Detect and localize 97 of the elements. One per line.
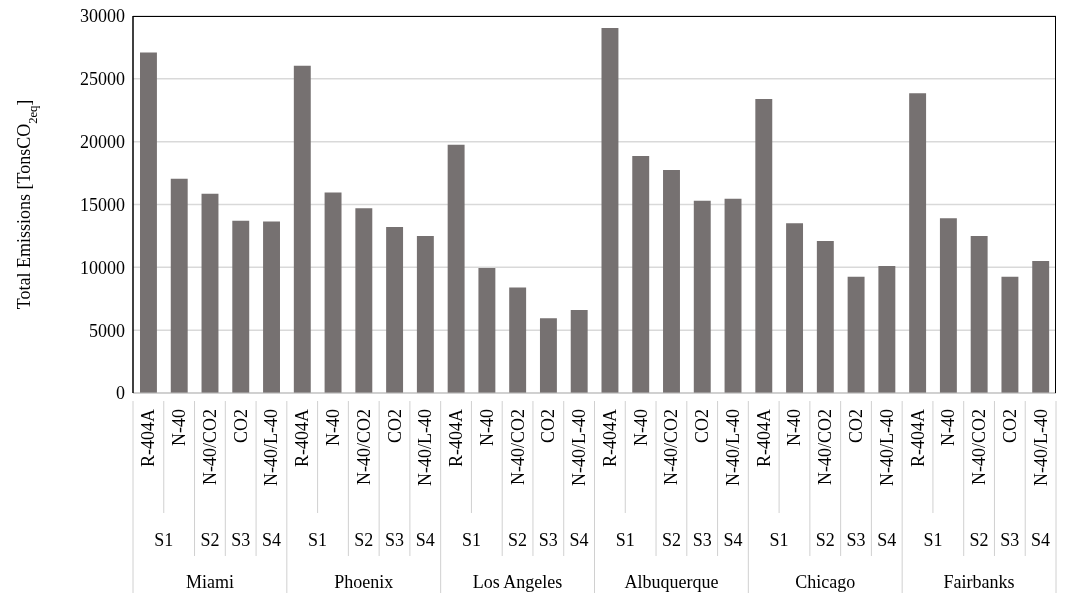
bar	[663, 169, 680, 393]
x-tick-label: R-404A	[292, 409, 313, 467]
x-tick-label: N-40/L-40	[722, 409, 743, 486]
bar	[478, 267, 496, 393]
text: Miami	[185, 572, 234, 592]
bar	[140, 52, 157, 393]
bar	[878, 266, 896, 393]
y-tick-label: 5000	[89, 320, 125, 341]
bar	[447, 144, 465, 393]
text: Fairbanks	[943, 572, 1015, 592]
text: S1	[615, 530, 635, 550]
text: S2	[508, 530, 528, 550]
text: S4	[723, 530, 743, 550]
bar	[570, 310, 588, 393]
text: Chicago	[795, 572, 856, 592]
text: S2	[815, 530, 835, 550]
bar	[755, 98, 773, 393]
x-tick-label: CO2	[538, 409, 559, 444]
text: S2	[200, 530, 220, 550]
y-tick-label: 25000	[80, 69, 125, 90]
x-tick-label: R-404A	[446, 409, 467, 467]
bar	[170, 178, 188, 393]
x-tick-label: N-40	[169, 409, 190, 446]
text: S4	[569, 530, 589, 550]
y-tick-label: 10000	[80, 257, 125, 278]
bar	[232, 220, 250, 393]
bar	[386, 227, 404, 393]
x-tick-label: R-404A	[138, 409, 159, 467]
x-tick-label: N-40/L-40	[569, 409, 590, 486]
y-tick-label: 0	[116, 383, 125, 404]
x-tick-label: CO2	[230, 409, 251, 444]
text: Phoenix	[334, 572, 394, 592]
y-tick-label: 30000	[80, 6, 125, 27]
bar	[509, 287, 527, 393]
text: S3	[692, 530, 712, 550]
x-tick-label: N-40/L-40	[261, 409, 282, 486]
x-tick-label: N-40/CO2	[815, 409, 836, 485]
text: S3	[385, 530, 405, 550]
bar	[539, 318, 557, 393]
x-tick-label: N-40/CO2	[507, 409, 528, 485]
bar	[724, 198, 742, 393]
text: S1	[923, 530, 943, 550]
bar	[416, 235, 434, 393]
x-tick-label: N-40	[630, 409, 651, 446]
bar	[939, 218, 957, 393]
text: S4	[877, 530, 897, 550]
x-tick-label: R-404A	[753, 409, 774, 467]
x-tick-label: N-40/CO2	[969, 409, 990, 485]
text: S4	[415, 530, 435, 550]
x-tick-label: N-40	[322, 409, 343, 446]
bar	[201, 193, 219, 393]
text: S4	[261, 530, 281, 550]
text: S3	[538, 530, 558, 550]
bar	[293, 65, 311, 393]
y-tick-label: 15000	[80, 194, 125, 215]
x-tick-label: N-40/L-40	[415, 409, 436, 486]
bar	[601, 27, 619, 393]
x-tick-label: CO2	[999, 409, 1020, 444]
text: S2	[354, 530, 374, 550]
x-tick-label: CO2	[692, 409, 713, 444]
text: S3	[231, 530, 251, 550]
text: S2	[661, 530, 681, 550]
x-tick-label: N-40/CO2	[353, 409, 374, 485]
text: S4	[1031, 530, 1051, 550]
text: S1	[769, 530, 789, 550]
x-tick-label: N-40/CO2	[661, 409, 682, 485]
text: Albuquerque	[624, 572, 719, 592]
x-tick-label: CO2	[384, 409, 405, 444]
x-tick-label: R-404A	[907, 409, 928, 467]
text: S1	[461, 530, 481, 550]
text: S3	[1000, 530, 1020, 550]
bar	[324, 192, 342, 393]
text: S1	[308, 530, 328, 550]
x-tick-label: N-40	[938, 409, 959, 446]
bar	[632, 156, 650, 393]
bar	[263, 221, 280, 393]
text: S3	[846, 530, 866, 550]
x-tick-label: N-40/CO2	[199, 409, 220, 485]
y-tick-label: 20000	[80, 132, 125, 153]
bar	[786, 223, 804, 393]
text: S2	[969, 530, 989, 550]
bar	[1001, 276, 1019, 393]
bar	[847, 276, 865, 393]
x-tick-label: N-40	[784, 409, 805, 446]
bar	[693, 200, 711, 393]
text: S1	[154, 530, 174, 550]
bar	[816, 240, 834, 393]
bar	[909, 93, 927, 393]
x-tick-label: R-404A	[599, 409, 620, 467]
bar	[970, 235, 988, 393]
x-tick-label: N-40	[476, 409, 497, 446]
x-tick-label: CO2	[846, 409, 867, 444]
x-tick-label: N-40/L-40	[876, 409, 897, 486]
bar	[355, 208, 373, 393]
text: Los Angeles	[472, 572, 563, 592]
x-tick-label: N-40/L-40	[1030, 409, 1051, 486]
bar	[1032, 261, 1050, 393]
